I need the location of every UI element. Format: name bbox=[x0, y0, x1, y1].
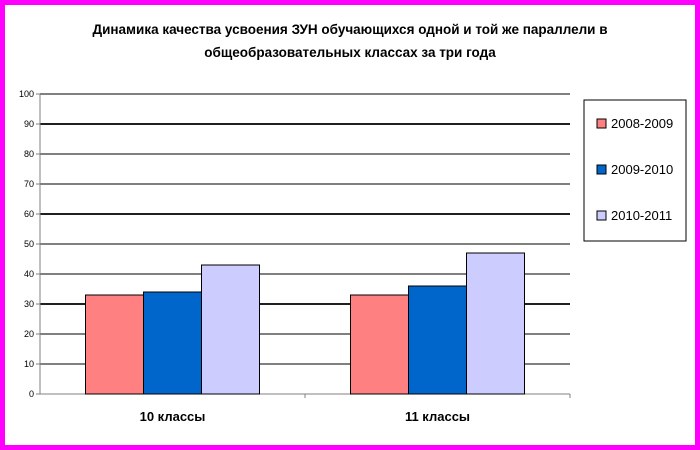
legend-swatch bbox=[596, 118, 607, 129]
chart-title-line-2: общеобразовательных классах за три года bbox=[204, 45, 496, 60]
bar bbox=[408, 285, 467, 395]
y-tick-label: 90 bbox=[24, 119, 34, 129]
y-tick-label: 40 bbox=[24, 269, 34, 279]
bar bbox=[350, 294, 409, 395]
chart-title-line-1: Динамика качества усвоения ЗУН обучающих… bbox=[92, 22, 608, 37]
y-tick-label: 70 bbox=[24, 179, 34, 189]
legend-label: 2010-2011 bbox=[611, 208, 672, 223]
y-tick-label: 20 bbox=[24, 329, 34, 339]
x-category-label: 11 классы bbox=[405, 409, 470, 424]
y-tick-label: 30 bbox=[24, 299, 34, 309]
y-tick-label: 50 bbox=[24, 239, 34, 249]
x-category-label: 10 классы bbox=[140, 409, 206, 424]
bar bbox=[143, 291, 202, 395]
legend-swatch bbox=[596, 164, 607, 175]
y-tick-label: 0 bbox=[29, 389, 34, 399]
y-tick-label: 10 bbox=[24, 359, 34, 369]
y-tick-label: 80 bbox=[24, 149, 34, 159]
legend-label: 2009-2010 bbox=[611, 162, 673, 177]
legend-swatch bbox=[596, 210, 607, 221]
legend-label: 2008-2009 bbox=[611, 116, 673, 131]
y-tick-label: 60 bbox=[24, 209, 34, 219]
y-tick-label: 100 bbox=[19, 89, 34, 99]
bar bbox=[85, 294, 144, 395]
bar bbox=[201, 264, 260, 395]
bar bbox=[466, 252, 525, 395]
